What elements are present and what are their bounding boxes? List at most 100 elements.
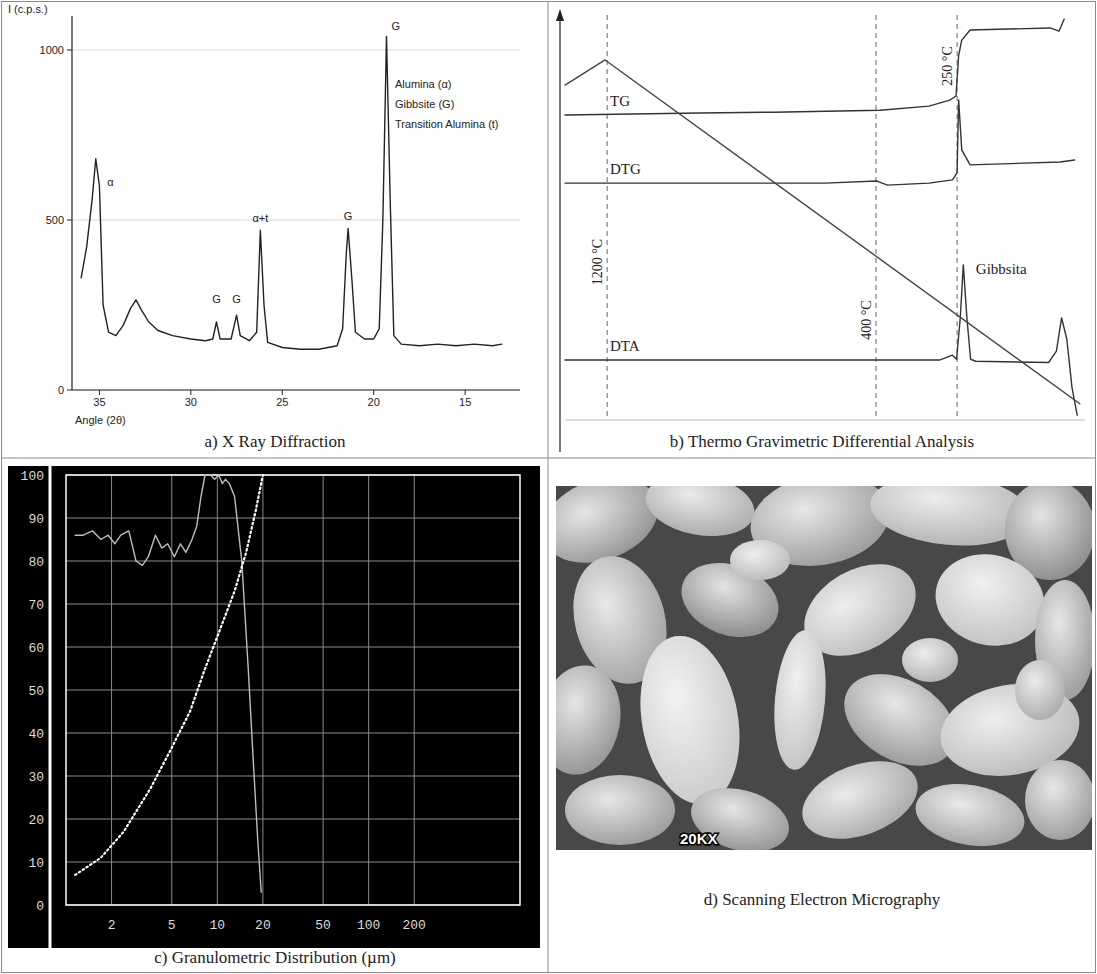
background-separator (49, 466, 52, 948)
y-axis (559, 11, 560, 452)
panel-b: TGDTGDTA1200 °C400 °C250 °CGibbsitab) Th… (556, 9, 1085, 452)
series-label: DTG (610, 161, 641, 177)
grain-highlight (902, 638, 958, 682)
panel-divider (2, 458, 1096, 459)
y-tick-label: 10 (28, 856, 44, 871)
tick-mark (67, 390, 72, 391)
tick-mark (465, 390, 466, 395)
x-axis-title: Angle (2θ) (75, 414, 126, 426)
grain (565, 775, 675, 845)
x-tick-label: 20 (255, 918, 271, 933)
tick-mark (67, 50, 72, 51)
x-tick-label: 25 (276, 396, 288, 408)
x-tick-label: 30 (185, 396, 197, 408)
grid-line (414, 475, 415, 905)
panel-caption: c) Granulometric Distribution (µm) (154, 948, 396, 967)
tick-mark (190, 390, 191, 395)
grain (769, 628, 831, 772)
x-tick-label: 5 (168, 918, 176, 933)
x-tick-label: 100 (357, 918, 380, 933)
grain-highlight (641, 486, 760, 544)
y-tick-label: 1000 (40, 44, 64, 56)
grain (641, 486, 760, 544)
grid-line (262, 475, 263, 905)
y-tick-label: 80 (28, 555, 44, 570)
grid-line (217, 475, 218, 905)
plot-frame (66, 475, 520, 905)
grid-line (66, 647, 520, 648)
grid-line (66, 733, 520, 734)
x-tick-label: 200 (403, 918, 426, 933)
y-tick-label: 500 (46, 214, 64, 226)
grain (556, 659, 629, 781)
grid-line (66, 690, 520, 691)
data-line (75, 475, 261, 892)
grid-line (66, 862, 520, 863)
grid-line (368, 475, 369, 905)
grid-line (72, 50, 520, 51)
grain (1015, 660, 1065, 720)
y-tick-label: 70 (28, 598, 44, 613)
y-tick-label: 100 (21, 469, 44, 484)
y-tick-label: 20 (28, 813, 44, 828)
y-tick-label: 40 (28, 727, 44, 742)
grid-line (66, 604, 520, 605)
tick-mark (373, 390, 374, 395)
grid-line (66, 518, 520, 519)
data-line (81, 36, 502, 349)
grain-highlight (556, 659, 629, 781)
grain-highlight (1015, 660, 1065, 720)
grid-line (66, 561, 520, 562)
grain-highlight (1025, 760, 1092, 840)
grain-highlight (769, 628, 831, 772)
x-axis (72, 389, 520, 390)
grain (911, 776, 1030, 850)
grid-line (72, 220, 520, 221)
reference-line (875, 15, 876, 420)
x-tick-label: 10 (210, 918, 226, 933)
annotation: G (232, 293, 241, 305)
data-line (565, 19, 1064, 115)
grid-line (72, 390, 520, 391)
grain (1025, 760, 1092, 840)
grain (792, 747, 929, 850)
panel-caption: b) Thermo Gravimetric Differential Analy… (670, 432, 974, 451)
x-tick-label: 2 (108, 918, 116, 933)
annotation: Gibbsita (976, 261, 1027, 277)
grain-highlight (911, 776, 1030, 850)
x-tick-label: 35 (93, 396, 105, 408)
annotation: α (107, 176, 114, 188)
y-tick-label: 50 (28, 684, 44, 699)
panel-caption: d) Scanning Electron Micrography (704, 890, 941, 909)
data-line (565, 100, 1075, 185)
data-line (565, 265, 1077, 415)
plot-background (8, 466, 540, 948)
annotation: G (391, 20, 400, 32)
series-label: TG (610, 93, 630, 109)
key-text: Transition Alumina (t) (395, 118, 499, 130)
y-axis (71, 16, 72, 390)
data-line (565, 60, 1080, 404)
series-group (75, 475, 263, 892)
tick-mark (67, 220, 72, 221)
y-tick-label: 30 (28, 770, 44, 785)
grain-highlight (730, 540, 790, 580)
panel-divider (548, 2, 549, 973)
grid-line (323, 475, 324, 905)
series-group (565, 19, 1080, 415)
figure-frame (2, 2, 1096, 973)
axis-arrow (556, 9, 564, 21)
panel-c: 251020501002000102030405060708090100c) G… (8, 466, 540, 967)
grid-line (66, 776, 520, 777)
annotation: α+t (252, 212, 268, 224)
key-text: Gibbsite (G) (395, 98, 454, 110)
y-axis-title: I (c.p.s.) (8, 3, 48, 15)
figure: 353025201505001000αGGα+tGGAlumina (α)Gib… (0, 0, 1097, 974)
reference-label: 400 °C (859, 300, 874, 339)
grain (902, 638, 958, 682)
tick-mark (99, 390, 100, 395)
panel-a: 353025201505001000αGGα+tGGAlumina (α)Gib… (8, 3, 520, 451)
series-label: DTA (610, 338, 640, 354)
y-tick-label: 0 (58, 384, 64, 396)
tick-mark (282, 390, 283, 395)
